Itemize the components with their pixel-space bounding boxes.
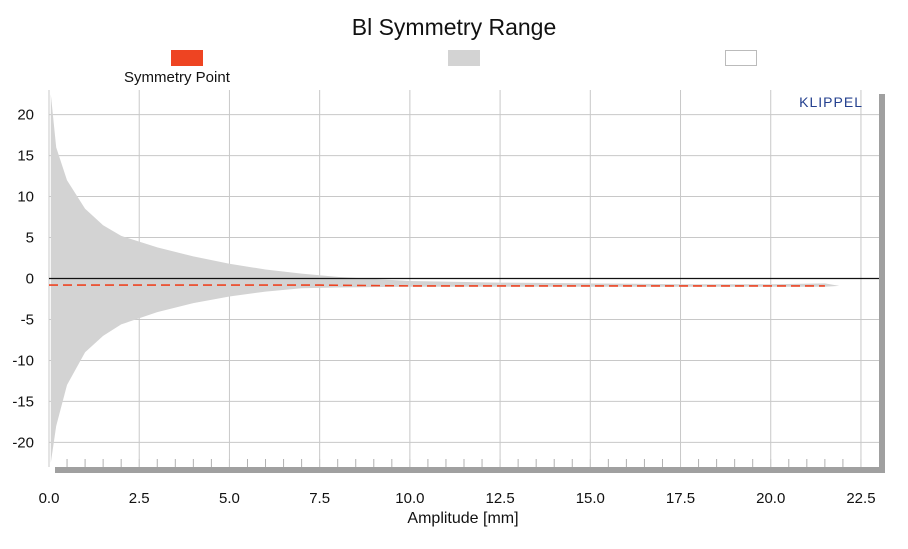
frame-shadow-right <box>879 94 885 473</box>
x-tick-label: 2.5 <box>129 490 150 507</box>
legend-swatch-symmetry-point <box>171 50 203 66</box>
symmetry-point-series-line <box>49 284 825 287</box>
y-tick-label: 0 <box>26 271 34 288</box>
x-axis-label: Amplitude [mm] <box>407 510 518 527</box>
chart-title: Bl Symmetry Range <box>351 14 557 40</box>
x-tick-label: 5.0 <box>219 490 240 507</box>
y-tick-label: 15 <box>17 148 34 165</box>
x-tick-labels: 0.0 2.5 5.0 7.5 10.0 12.5 15.0 17.5 20.0 22.5 <box>39 490 876 507</box>
y-tick-label: -5 <box>21 311 34 328</box>
y-tick-label: 20 <box>17 107 34 124</box>
y-tick-label: 5 <box>26 230 34 247</box>
y-tick-label: -20 <box>12 434 34 451</box>
x-tick-label: 10.0 <box>395 490 424 507</box>
x-tick-label: 7.5 <box>309 490 330 507</box>
legend-swatch-range <box>448 50 480 66</box>
x-tick-label: 22.5 <box>846 490 875 507</box>
frame-shadow-bottom <box>55 467 885 473</box>
symmetry-point-line <box>49 284 825 287</box>
x-tick-label: 17.5 <box>666 490 695 507</box>
brand-logo-text: KLIPPEL <box>799 94 863 110</box>
x-tick-label: 12.5 <box>485 490 514 507</box>
legend-label-symmetry-point: Symmetry Point <box>124 69 230 86</box>
plot-frame-shadow <box>55 94 885 473</box>
y-tick-labels: 20 15 10 5 0 -5 -10 -15 -20 <box>12 107 34 452</box>
minor-ticks <box>66 459 862 467</box>
y-tick-label: 10 <box>17 189 34 206</box>
x-tick-label: 15.0 <box>576 490 605 507</box>
x-tick-label: 0.0 <box>39 490 60 507</box>
legend-swatch-empty <box>725 50 757 66</box>
y-tick-label: -15 <box>12 393 34 410</box>
x-tick-label: 20.0 <box>756 490 785 507</box>
y-tick-label: -10 <box>12 352 34 369</box>
